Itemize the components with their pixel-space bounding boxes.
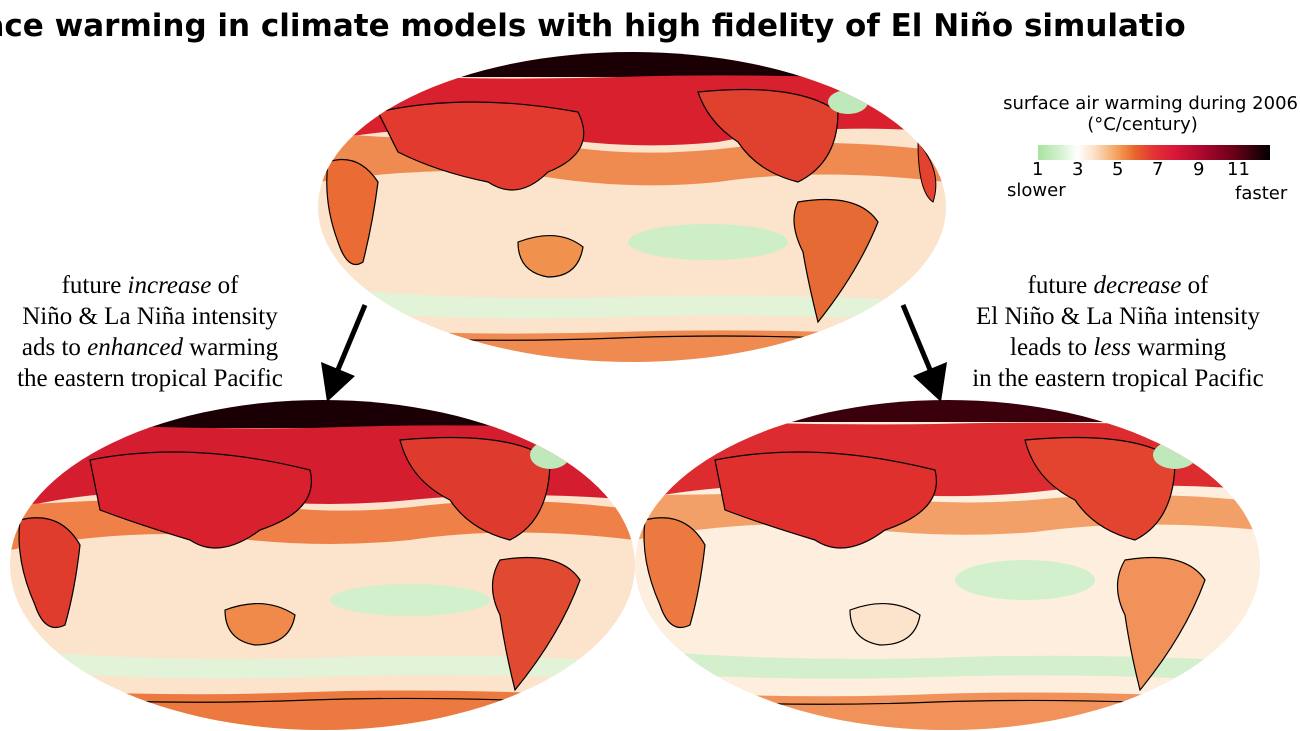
map-top bbox=[318, 52, 946, 362]
annotation-left-line2: Niño & La Niña intensity bbox=[22, 303, 278, 330]
annotation-right-line1: future decrease of bbox=[1027, 272, 1209, 299]
tick-label: 11 bbox=[1227, 159, 1250, 180]
annotation-left-line1: future increase of bbox=[61, 272, 239, 299]
tick-label: 9 bbox=[1193, 159, 1205, 180]
tick-label: 3 bbox=[1072, 159, 1084, 180]
annotation-right-line2: El Niño & La Niña intensity bbox=[976, 303, 1260, 330]
annotation-right-line4: in the eastern tropical Pacific bbox=[972, 365, 1264, 392]
colorbar-legend: surface air warming during 2006 (°C/cent… bbox=[955, 93, 1300, 204]
map-bottom-left bbox=[10, 400, 635, 730]
legend-high-label: faster bbox=[1235, 183, 1288, 204]
legend-low-label: slower bbox=[1007, 180, 1066, 201]
colorbar bbox=[1038, 145, 1270, 160]
annotation-left-line4: the eastern tropical Pacific bbox=[17, 365, 283, 392]
tick-label: 1 bbox=[1032, 159, 1044, 180]
world-map-top bbox=[318, 52, 946, 362]
tick-label: 7 bbox=[1152, 159, 1164, 180]
arrow-down-left-icon bbox=[321, 304, 368, 402]
tick-label: 5 bbox=[1112, 159, 1124, 180]
legend-units: (°C/century) bbox=[1087, 114, 1198, 135]
arrow-down-right-icon bbox=[900, 304, 947, 402]
annotation-right-line3: leads to less warming bbox=[1010, 334, 1226, 361]
world-map-bottom-right bbox=[635, 400, 1260, 730]
annotation-left: future increase of Niño & La Niña intens… bbox=[0, 270, 320, 394]
page-title: face warming in climate models with high… bbox=[0, 8, 1186, 44]
annotation-left-line3: ads to enhanced warming bbox=[21, 334, 279, 361]
annotation-right: future decrease of El Niño & La Niña int… bbox=[948, 270, 1288, 394]
map-bottom-right bbox=[635, 400, 1260, 730]
legend-title: surface air warming during 2006 bbox=[1003, 93, 1298, 114]
world-map-bottom-left bbox=[10, 400, 635, 730]
